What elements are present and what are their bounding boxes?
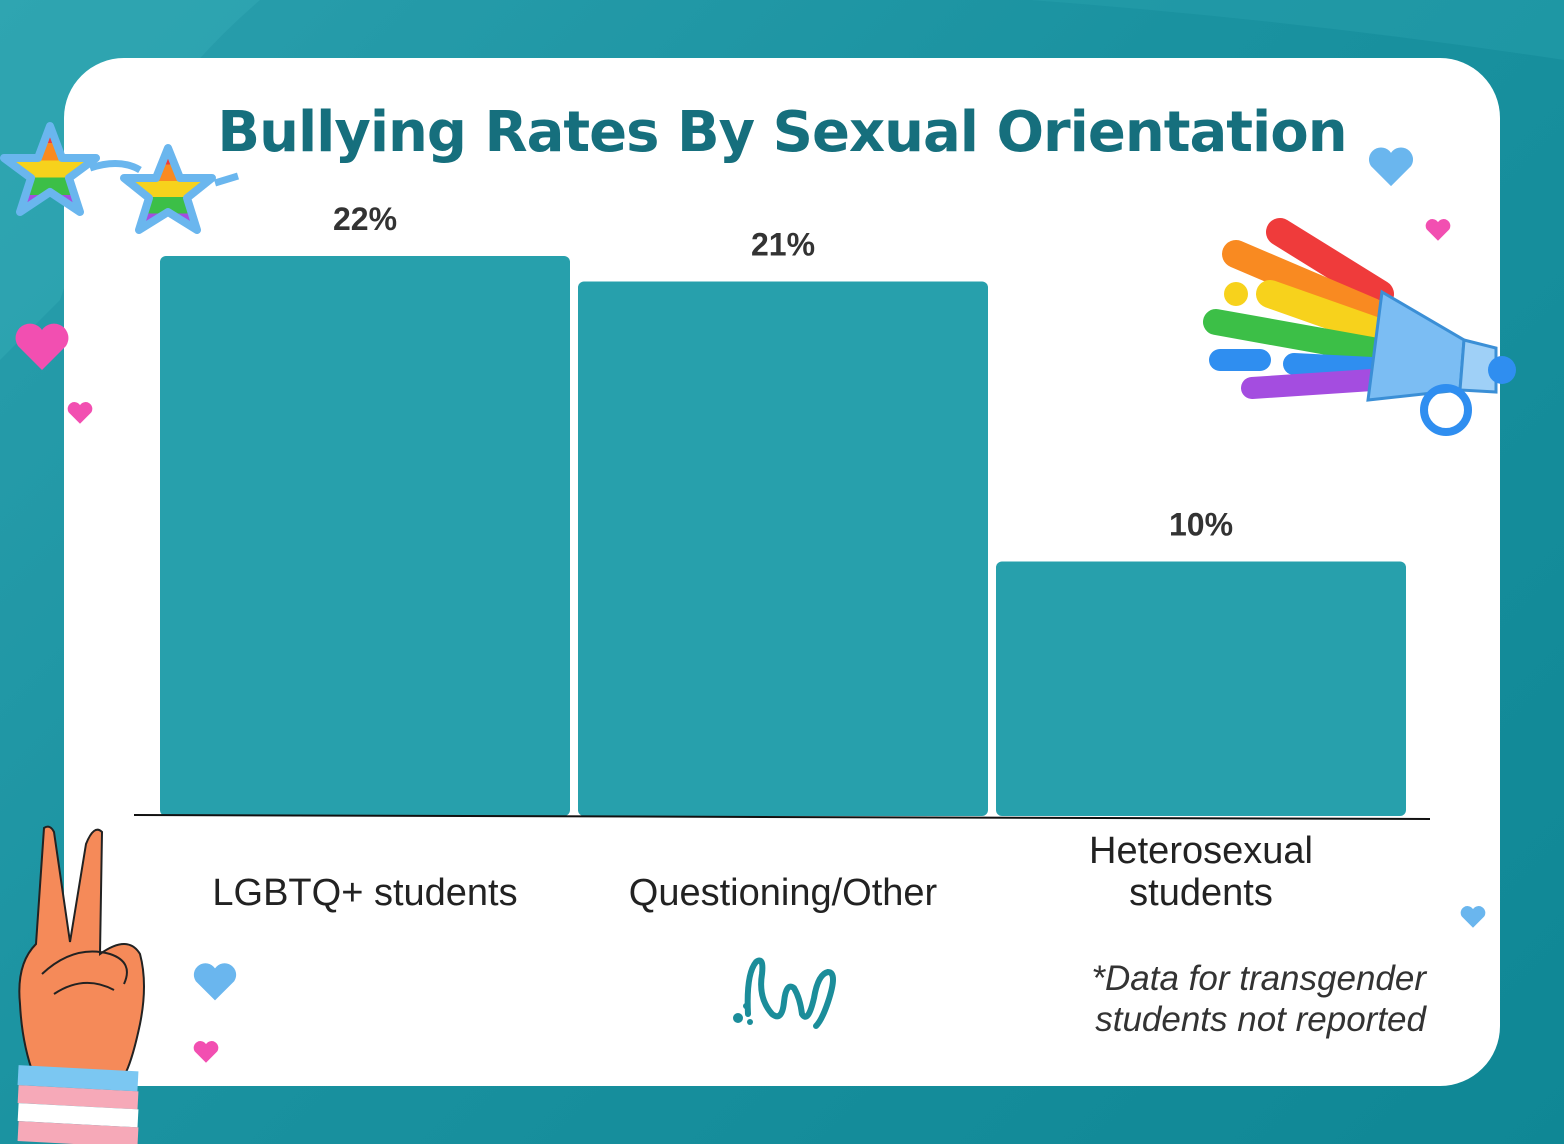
value-label-1: 21%	[751, 226, 815, 262]
category-label-2: Heterosexual students	[1089, 830, 1313, 914]
chart-title: Bullying Rates By Sexual Orientation	[217, 100, 1347, 165]
heart-icon	[15, 323, 69, 370]
heart-icon	[193, 963, 237, 1001]
heart-icon	[1460, 906, 1486, 928]
category-label-1: Questioning/Other	[628, 872, 938, 914]
megaphone-icon	[1203, 218, 1516, 436]
logo-squiggle-icon	[733, 957, 836, 1029]
star-sunglasses-icon	[0, 122, 240, 234]
bar-2	[996, 561, 1406, 816]
heart-icon	[1368, 147, 1414, 187]
value-label-0: 22%	[333, 201, 397, 237]
bar-1	[578, 281, 988, 816]
heart-icon	[1425, 219, 1451, 241]
heart-icon	[67, 402, 93, 424]
x-axis-line	[133, 814, 1431, 820]
footnote: *Data for transgender students not repor…	[1091, 959, 1426, 1039]
heart-icon	[193, 1041, 219, 1063]
value-label-2: 10%	[1169, 506, 1233, 542]
category-label-0: LGBTQ+ students	[212, 872, 518, 914]
bar-0	[160, 256, 570, 816]
peace-hand-icon	[17, 825, 145, 1144]
